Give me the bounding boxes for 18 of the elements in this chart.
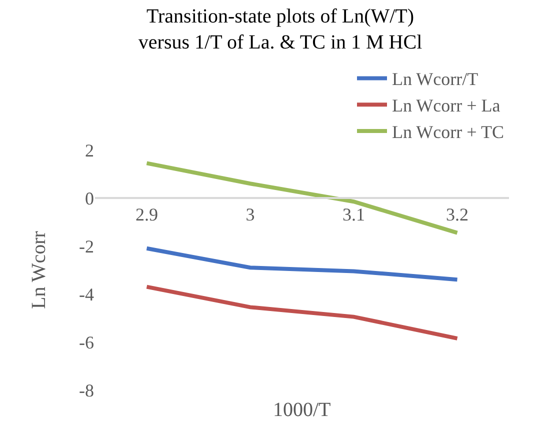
x-tick-label: 3.1 [342,204,365,224]
line-series [144,284,460,340]
y-tick-label: -2 [79,236,94,256]
chart-title: Transition-state plots of Ln(W/T) versus 1/T of La. & TC in 1 M HCl [138,5,423,54]
y-tick-label: -6 [79,332,94,352]
y-tick-label: -8 [79,380,94,400]
x-tick-label: 3.2 [446,204,468,224]
y-tick-label: 0 [85,188,94,208]
y-tick-label: 2 [85,140,94,160]
x-tick-label: 2.9 [136,204,158,224]
legend-label: Ln Wcorr + TC [392,122,504,142]
legend-label: Ln Wcorr + La [392,96,500,116]
legend-label: Ln Wcorr/T [392,69,478,90]
line-series [144,246,460,282]
x-axis-title: 1000/T [273,399,331,421]
y-tick-label: -4 [79,284,94,304]
x-tick-label: 3 [246,204,255,224]
y-axis-title: Ln Wcorr [28,230,50,309]
